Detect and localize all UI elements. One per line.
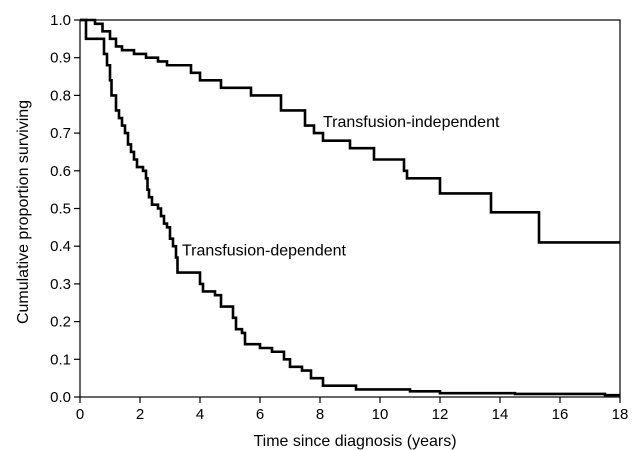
y-tick-label: 0.3 [50, 276, 71, 293]
x-tick-label: 2 [136, 406, 144, 423]
y-tick-label: 0.5 [50, 201, 71, 218]
y-tick-label: 0.8 [50, 87, 71, 104]
x-tick-label: 12 [432, 406, 449, 423]
y-axis-label: Cumulative proportion surviving [15, 100, 32, 324]
y-tick-label: 0.6 [50, 163, 71, 180]
y-tick-label: 0.7 [50, 125, 71, 142]
x-tick-label: 14 [492, 406, 509, 423]
y-tick-label: 0.1 [50, 351, 71, 368]
x-tick-label: 16 [552, 406, 569, 423]
y-tick-label: 0.2 [50, 314, 71, 331]
y-tick-label: 1.0 [50, 12, 71, 29]
x-tick-label: 18 [612, 406, 629, 423]
y-tick-label: 0.9 [50, 50, 71, 67]
y-tick-label: 0.4 [50, 238, 71, 255]
x-axis: 0 2 4 6 8 10 12 14 16 18 [76, 19, 629, 423]
x-tick-label: 6 [256, 406, 264, 423]
x-tick-label: 0 [76, 406, 84, 423]
curve-annotations: Transfusion-independent Transfusion-depen… [182, 114, 500, 259]
curve-label-0: Transfusion-independent [323, 114, 500, 131]
x-tick-label: 4 [196, 406, 204, 423]
plot-lines [80, 18, 620, 397]
y-axis: 0.0 0.1 0.2 0.3 0.4 0.5 0.6 0.7 0.8 0.9 1.0 [50, 12, 80, 406]
series-line-0 [80, 18, 620, 244]
x-tick-label: 8 [316, 406, 324, 423]
series-line-1 [80, 18, 620, 397]
x-tick-label: 10 [372, 406, 389, 423]
x-axis-label: Time since diagnosis (years) [253, 433, 456, 450]
y-tick-label: 0.0 [50, 389, 71, 406]
curve-label-1: Transfusion-dependent [182, 242, 347, 259]
